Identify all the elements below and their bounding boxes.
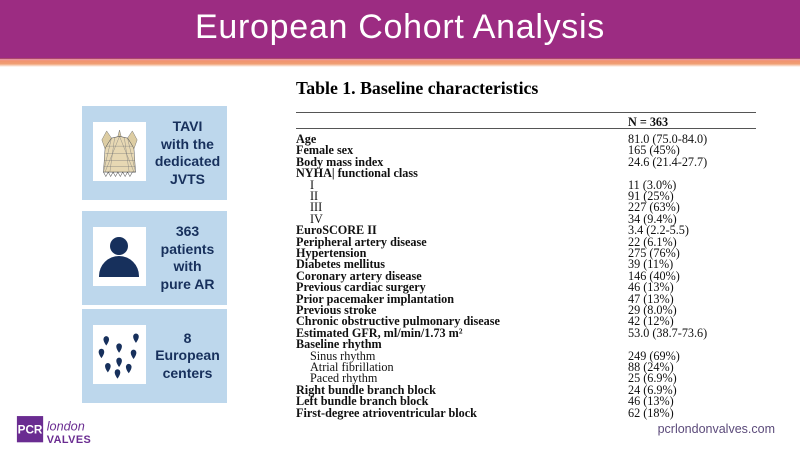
svg-text:london: london (47, 420, 85, 434)
svg-text:VALVES: VALVES (47, 434, 91, 446)
svg-text:PCR: PCR (18, 423, 43, 436)
